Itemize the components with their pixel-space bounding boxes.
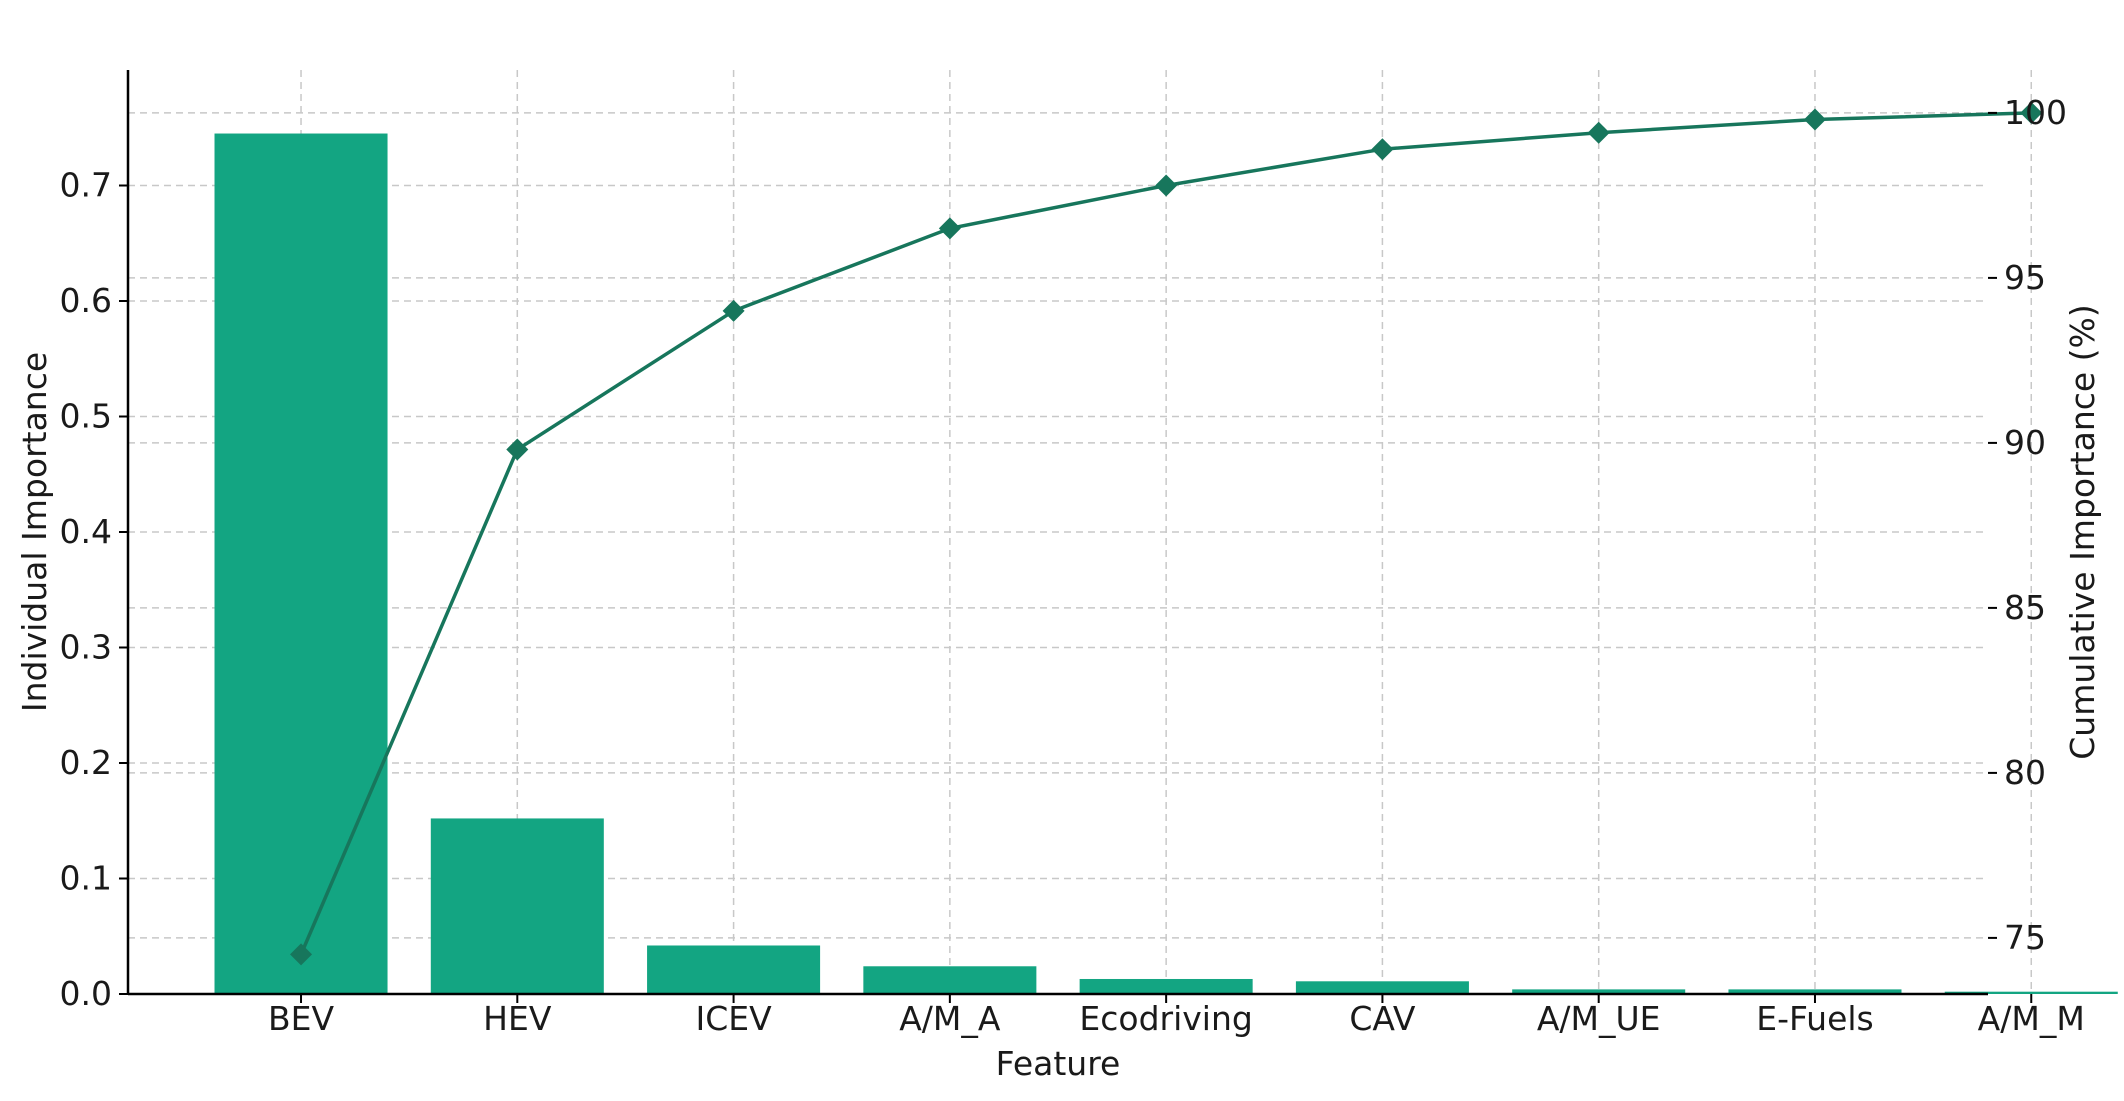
right-y-tick-label: 80 xyxy=(2004,753,2046,792)
bar-a-m-a xyxy=(863,966,1037,994)
cumulative-line-layer xyxy=(290,101,2043,966)
left-y-tick-label: 0.6 xyxy=(60,281,112,320)
left-y-tick-label: 0.0 xyxy=(60,974,112,1013)
left-y-tick-label: 0.4 xyxy=(60,512,112,551)
cumulative-point-a-m-ue xyxy=(1587,121,1610,144)
cumulative-point-ecodriving xyxy=(1155,174,1178,197)
labels-layer: Feature Individual Importance Cumulative… xyxy=(15,304,2102,1083)
cumulative-point-icev xyxy=(722,299,745,322)
bar-bev xyxy=(214,133,388,994)
left-y-tick-label: 0.5 xyxy=(60,397,112,436)
cumulative-point-bev xyxy=(290,943,313,966)
bars-layer xyxy=(214,133,2118,994)
x-tick-label: BEV xyxy=(268,999,334,1038)
bar-icev xyxy=(647,945,821,994)
cumulative-point-a-m-m xyxy=(2020,101,2043,124)
cumulative-point-a-m-a xyxy=(938,217,961,240)
x-tick-label: A/M_A xyxy=(899,999,1001,1038)
left-y-tick-label: 0.7 xyxy=(60,166,112,205)
right-y-tick-label: 85 xyxy=(2004,588,2046,627)
left-y-axis-title: Individual Importance xyxy=(15,352,54,712)
x-tick-label: CAV xyxy=(1349,999,1416,1038)
axes-layer: 0.0 0.1 0.2 0.3 0.4 0.5 0.6 0.7 75 80 85 90 95 100 BEV… xyxy=(60,70,2085,1038)
left-y-tick-label: 0.3 xyxy=(60,628,112,667)
bar-cav xyxy=(1295,981,1469,994)
right-y-tick-label: 100 xyxy=(2004,93,2067,132)
cumulative-point-e-fuels xyxy=(1803,108,1826,131)
x-tick-label: A/M_UE xyxy=(1537,999,1661,1038)
x-tick-label: HEV xyxy=(483,999,552,1038)
x-tick-label: ICEV xyxy=(695,999,772,1038)
bar-e-fuels xyxy=(1728,989,1902,994)
bar-ecodriving xyxy=(1079,978,1253,994)
x-tick-label: A/M_M xyxy=(1978,999,2085,1038)
cumulative-point-hev xyxy=(506,438,529,461)
right-y-tick-label: 75 xyxy=(2004,918,2046,957)
grid-layer xyxy=(128,70,2033,995)
bar-hev xyxy=(430,818,604,994)
right-y-tick-label: 95 xyxy=(2004,258,2046,297)
right-y-tick-label: 90 xyxy=(2004,423,2046,462)
x-tick-label: E-Fuels xyxy=(1756,999,1874,1038)
bar-a-m-m xyxy=(1944,991,2118,994)
right-y-axis-title: Cumulative Importance (%) xyxy=(2063,304,2102,760)
x-axis-title: Feature xyxy=(996,1044,1121,1083)
left-y-tick-label: 0.2 xyxy=(60,743,112,782)
left-y-tick-label: 0.1 xyxy=(60,859,112,898)
cumulative-point-cav xyxy=(1371,138,1394,161)
bar-a-m-ue xyxy=(1512,989,1686,994)
x-tick-label: Ecodriving xyxy=(1079,999,1252,1038)
